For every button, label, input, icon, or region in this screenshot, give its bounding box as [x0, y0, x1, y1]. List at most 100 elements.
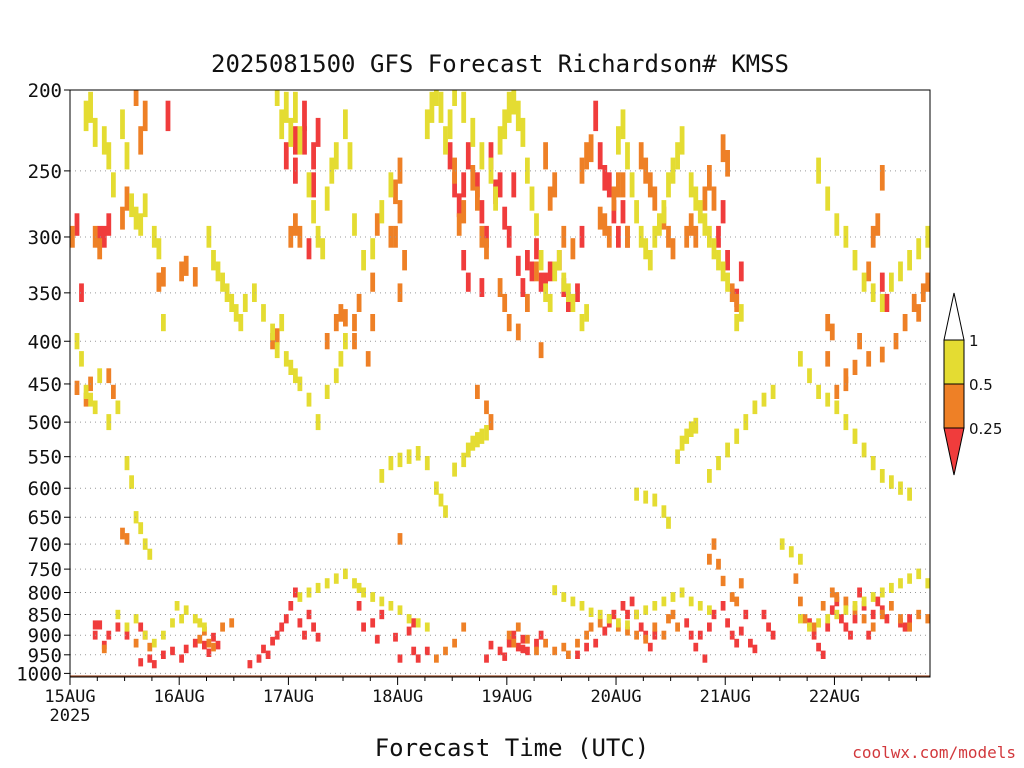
data-cell	[670, 592, 676, 602]
data-cell	[547, 186, 553, 211]
data-cell	[679, 126, 685, 155]
data-cell	[274, 328, 280, 345]
data-cell	[315, 414, 321, 431]
data-cell	[484, 238, 489, 260]
data-cell	[497, 172, 503, 198]
data-cell	[879, 293, 885, 312]
data-cell	[261, 304, 266, 322]
data-cell	[902, 314, 908, 332]
data-cell	[802, 614, 808, 624]
data-cell	[720, 200, 726, 224]
data-cell	[315, 117, 321, 147]
data-cell	[311, 172, 316, 198]
data-cell	[729, 283, 735, 302]
data-cell	[320, 238, 326, 260]
data-cell	[879, 469, 885, 483]
data-cell	[379, 609, 385, 620]
y-tick-label: 900	[28, 625, 62, 647]
data-cell	[129, 475, 134, 489]
data-cell	[534, 638, 539, 648]
data-cell	[688, 630, 694, 640]
data-cell	[411, 646, 417, 656]
data-cell	[738, 304, 744, 322]
data-cell	[434, 90, 439, 106]
data-cell	[870, 609, 876, 620]
data-cell	[597, 618, 603, 628]
data-cell	[101, 644, 107, 654]
data-cell	[684, 225, 690, 248]
data-cell	[707, 469, 712, 483]
data-cell	[597, 206, 603, 230]
data-cell	[520, 644, 526, 654]
data-cell	[616, 618, 621, 628]
data-cell	[879, 165, 885, 191]
data-cell	[711, 238, 717, 260]
data-cell	[133, 511, 139, 524]
data-cell	[825, 622, 831, 632]
data-cell	[515, 642, 521, 652]
x-tick-label: 20AUG	[590, 687, 641, 707]
credit-link[interactable]: coolwx.com/models	[852, 743, 1016, 762]
data-cell	[106, 630, 112, 640]
data-cell	[925, 578, 931, 589]
data-cell	[693, 186, 699, 211]
data-cell	[370, 272, 376, 292]
data-cell	[738, 578, 744, 589]
data-cell	[352, 213, 357, 236]
data-cell	[479, 225, 485, 248]
data-cell	[761, 392, 767, 407]
data-cell	[397, 283, 403, 302]
data-cell	[297, 592, 303, 602]
y-tick-label: 1000	[16, 663, 62, 685]
data-cell	[147, 642, 153, 652]
data-cell	[156, 238, 162, 260]
data-cell	[711, 186, 717, 211]
data-cell	[652, 186, 658, 211]
data-cell	[816, 384, 821, 399]
data-cell	[306, 609, 312, 620]
data-cell	[161, 650, 166, 659]
data-cell	[861, 596, 867, 607]
data-cell	[288, 117, 294, 147]
data-cell	[515, 622, 521, 632]
data-cell	[620, 109, 626, 140]
data-cell	[211, 632, 216, 642]
data-cell	[133, 206, 139, 230]
data-cell	[752, 400, 758, 415]
data-cell	[520, 278, 526, 297]
data-cell	[643, 490, 649, 504]
data-cell	[820, 650, 826, 659]
data-cell	[647, 172, 653, 198]
data-cell	[561, 642, 567, 652]
data-cell	[611, 200, 617, 224]
data-cell	[488, 640, 494, 650]
data-cell	[297, 376, 303, 392]
data-cell	[684, 618, 690, 628]
data-cell	[379, 469, 385, 483]
data-cell	[470, 165, 476, 191]
data-cell	[839, 614, 844, 624]
data-cell	[106, 142, 112, 170]
data-cell	[297, 225, 303, 248]
data-cell	[534, 646, 539, 656]
data-cell	[315, 632, 321, 642]
data-cell	[620, 200, 626, 224]
data-cell	[97, 238, 103, 260]
data-cell	[88, 392, 93, 407]
data-cell	[397, 200, 403, 224]
legend-swatch-0.5-1	[943, 339, 965, 385]
x-tick-label: 18AUG	[372, 687, 423, 707]
data-cell	[206, 648, 212, 657]
data-cell	[124, 533, 130, 545]
data-cell	[661, 630, 667, 640]
data-cell	[101, 126, 107, 155]
data-cell	[256, 654, 262, 663]
data-cell	[593, 100, 599, 132]
data-cell	[688, 596, 694, 607]
data-cell	[288, 601, 294, 611]
data-cell	[192, 614, 198, 624]
data-cell	[397, 452, 403, 468]
data-cell	[183, 605, 189, 615]
x-tick-label: 15AUG	[44, 687, 95, 707]
data-cell	[215, 640, 221, 650]
